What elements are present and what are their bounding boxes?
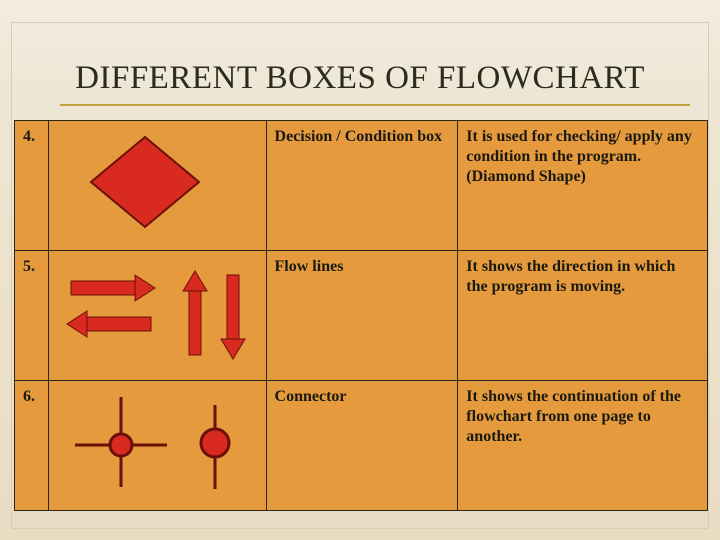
box-name: Connector [266,381,458,511]
box-name: Decision / Condition box [266,121,458,251]
symbol-cell [48,381,266,511]
symbol-cell [48,251,266,381]
box-description: It shows the continuation of the flowcha… [458,381,708,511]
title-underline [60,104,690,106]
box-description: It shows the direction in which the prog… [458,251,708,381]
row-number: 4. [15,121,49,251]
connector-icon [57,387,275,503]
symbol-cell [48,121,266,251]
table-row: 4. Decision / Condition box It is used f… [15,121,708,251]
flow-lines-icon [57,257,275,373]
diamond-icon [57,127,275,243]
row-number: 6. [15,381,49,511]
page-title: DIFFERENT BOXES OF FLOWCHART [0,60,720,97]
box-name: Flow lines [266,251,458,381]
table-row: 5. [15,251,708,381]
table-row: 6. Connect [15,381,708,511]
flowchart-boxes-table: 4. Decision / Condition box It is used f… [14,120,708,511]
row-number: 5. [15,251,49,381]
box-description: It is used for checking/ apply any condi… [458,121,708,251]
